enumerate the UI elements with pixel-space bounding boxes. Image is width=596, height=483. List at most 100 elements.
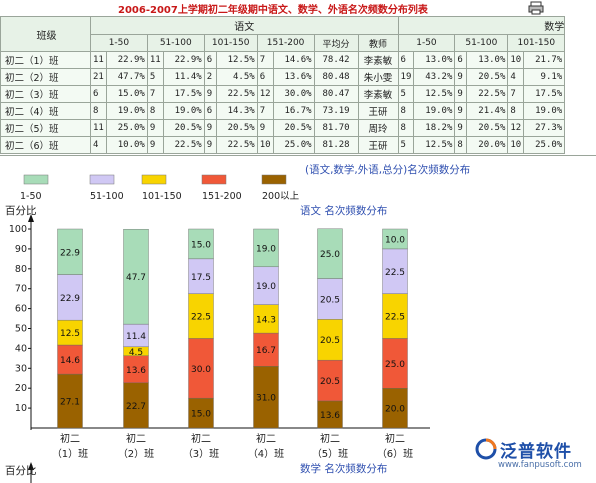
count-cell: 7 xyxy=(256,102,274,120)
bar-data-label: 30.0 xyxy=(191,365,211,375)
percent-cell: 10.0% xyxy=(105,136,148,154)
table-row[interactable]: 初二（4）班 8 19.0% 8 19.0% 6 14.3% 7 16.7% 73.19 王研 8 19… xyxy=(0,102,566,120)
average-score-cell: 80.47 xyxy=(313,85,359,103)
bar-data-label: 25.0 xyxy=(320,250,340,260)
x-tick-label-line2: （1）班 xyxy=(52,448,88,460)
x-tick-label-line1: 初二 xyxy=(320,432,340,445)
count-cell: 9 xyxy=(203,119,217,137)
x-tick-label-line2: （2）班 xyxy=(118,448,154,460)
class-column-header: 班级 xyxy=(0,16,91,52)
count-cell: 11 xyxy=(146,51,164,69)
count-cell: 10 xyxy=(507,51,525,69)
bar-data-label: 14.6 xyxy=(60,356,80,366)
percent-cell: 19.0% xyxy=(523,102,566,120)
count-cell: 5 xyxy=(397,136,415,154)
count-cell: 5 xyxy=(397,85,415,103)
bar-segment xyxy=(123,228,149,325)
percent-cell: 22.5% xyxy=(162,136,205,154)
percent-cell: 19.0% xyxy=(105,102,148,120)
print-icon[interactable] xyxy=(528,1,544,15)
count-cell: 8 xyxy=(397,102,415,120)
count-cell: 7 xyxy=(507,85,525,103)
x-tick-label-line2: （3）班 xyxy=(183,448,219,460)
table-row[interactable]: 初二（3）班 6 15.0% 7 17.5% 9 22.5% 12 30.0% 80.47 李素敏 5… xyxy=(0,85,566,103)
shuxue-col-header: 101-150 xyxy=(507,34,566,52)
percent-cell: 13.0% xyxy=(466,51,509,69)
bar-data-label: 47.7 xyxy=(126,273,146,283)
count-cell: 9 xyxy=(454,68,468,86)
percent-cell: 47.7% xyxy=(105,68,148,86)
bar-segment xyxy=(57,274,83,321)
bar-segment xyxy=(123,355,149,384)
x-tick-label-line1: 初二 xyxy=(385,432,405,445)
percent-cell: 17.5% xyxy=(523,85,566,103)
bar-segment xyxy=(317,228,343,279)
percent-cell: 22.5% xyxy=(466,85,509,103)
count-cell: 8 xyxy=(507,102,525,120)
average-score-cell: 81.70 xyxy=(313,119,359,137)
subject-header-shuxue: 数学 xyxy=(397,16,566,35)
bar-segment xyxy=(123,382,149,429)
bar-data-label: 22.9 xyxy=(60,248,80,258)
percent-cell: 11.4% xyxy=(162,68,205,86)
yuwen-col-header: 151-200 xyxy=(256,34,315,52)
legend-label: 101-150 xyxy=(142,191,182,202)
table-row[interactable]: 初二（6）班 4 10.0% 9 22.5% 9 22.5% 10 25.0% 81.28 王研 5 1… xyxy=(0,136,566,154)
bar-data-label: 31.0 xyxy=(256,394,276,404)
teacher-cell: 李素敏 xyxy=(357,85,399,103)
x-tick-label-line1: 初二 xyxy=(191,432,211,445)
bar-data-label: 12.5 xyxy=(60,329,80,339)
legend-swatch xyxy=(201,174,227,185)
brand-logo: 泛普软件 www.fanpusoft.com xyxy=(470,436,596,474)
bar-data-label: 22.5 xyxy=(191,313,211,323)
table-row[interactable]: 初二（1）班 11 22.9% 11 22.9% 6 12.5% 7 14.6% 78.42 李素敏… xyxy=(0,51,566,69)
y-axis-label: 百分比 xyxy=(5,204,37,217)
yuwen-col-header: 平均分 xyxy=(313,34,359,52)
chart-section-header: (语文,数学,外语,总分)名次频数分布 xyxy=(305,163,470,176)
y-tick-label: 20 xyxy=(15,383,27,394)
count-cell: 6 xyxy=(397,51,415,69)
y-tick-label: 30 xyxy=(15,363,27,374)
bar-data-label: 20.0 xyxy=(385,405,405,415)
table-row[interactable]: 初二（2）班 21 47.7% 5 11.4% 2 4.5% 6 13.6% 80.48 朱小雯 19… xyxy=(0,68,566,86)
bar-data-label: 14.3 xyxy=(256,315,276,325)
bar-data-label: 25.0 xyxy=(385,360,405,370)
bar-data-label: 13.6 xyxy=(126,366,146,376)
count-cell: 11 xyxy=(90,119,107,137)
bar-segment xyxy=(253,366,279,429)
bar-segment xyxy=(382,338,408,389)
bar-data-label: 20.5 xyxy=(320,336,340,346)
count-cell: 12 xyxy=(507,119,525,137)
bar-data-label: 15.0 xyxy=(191,410,211,420)
bar-segment xyxy=(57,373,83,429)
yuwen-col-header: 51-100 xyxy=(146,34,205,52)
class-name-cell: 初二（3）班 xyxy=(0,85,91,103)
bar-data-label: 27.1 xyxy=(60,398,80,408)
count-cell: 4 xyxy=(90,136,107,154)
bar-segment xyxy=(317,359,343,402)
x-tick-label-line2: （6）班 xyxy=(377,448,413,460)
bar-data-label: 22.5 xyxy=(385,268,405,278)
frequency-table: 班级 语文 数学 1-50 51-100 101-150 151-200 平均分 教师 1-… xyxy=(0,16,596,154)
bar-segment xyxy=(188,338,214,399)
teacher-cell: 李素敏 xyxy=(357,51,399,69)
percent-cell: 18.2% xyxy=(413,119,456,137)
percent-cell: 20.5% xyxy=(162,119,205,137)
percent-cell: 21.7% xyxy=(523,51,566,69)
logo-url: www.fanpusoft.com xyxy=(498,460,582,470)
y-tick-label: 10 xyxy=(15,403,27,414)
teacher-cell: 朱小雯 xyxy=(357,68,399,86)
logo-name: 泛普软件 xyxy=(500,442,572,462)
x-tick-label-line2: （5）班 xyxy=(312,448,348,460)
average-score-cell: 78.42 xyxy=(313,51,359,69)
count-cell: 2 xyxy=(203,68,217,86)
count-cell: 12 xyxy=(256,85,274,103)
bar-data-label: 4.5 xyxy=(129,348,143,358)
percent-cell: 15.0% xyxy=(105,85,148,103)
bar-segment xyxy=(253,332,279,367)
bar-data-label: 19.0 xyxy=(256,244,276,254)
class-name-cell: 初二（4）班 xyxy=(0,102,91,120)
average-score-cell: 81.28 xyxy=(313,136,359,154)
table-row[interactable]: 初二（5）班 11 25.0% 9 20.5% 9 20.5% 9 20.5% 81.70 周玲 8 1… xyxy=(0,119,566,137)
page-title: 2006-2007上学期初二年级期中语文、数学、外语名次频数分布列表 xyxy=(118,5,428,16)
